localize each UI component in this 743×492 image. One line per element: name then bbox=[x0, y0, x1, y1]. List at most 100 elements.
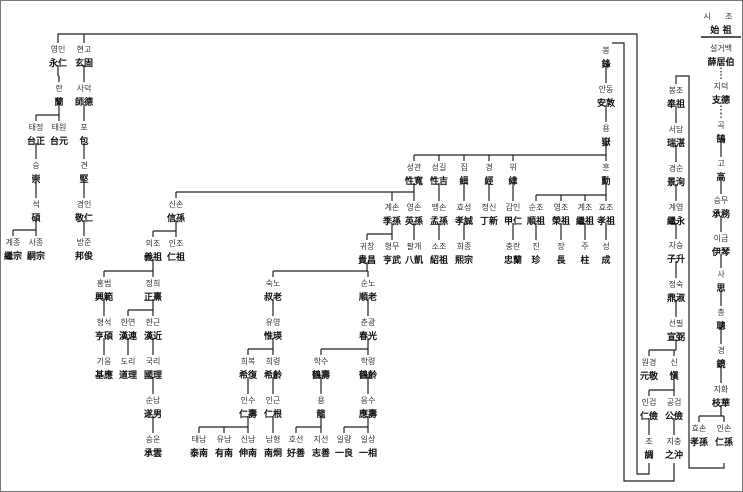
person-name-hangul: 정숙 bbox=[668, 280, 684, 289]
person-name-hanja: 元敬 bbox=[639, 372, 658, 382]
person-jihwa: 지화 枝華 bbox=[704, 383, 738, 411]
person-name-hangul: 홍범 bbox=[96, 279, 112, 288]
person-name-hangul: 경순 bbox=[668, 164, 684, 173]
person-seungun: 승운 承雲 bbox=[136, 433, 170, 461]
person-name-hanja: 榮祖 bbox=[551, 217, 570, 227]
person-name-hangul: 태남 bbox=[191, 435, 207, 444]
person-name-hangul: 한연 bbox=[120, 318, 136, 327]
person-uijo: 의조 義祖 bbox=[136, 237, 170, 265]
person-sajong: 사종 嗣宗 bbox=[19, 236, 53, 264]
person-gieung: 기응 基應 bbox=[87, 355, 121, 383]
person-gabin: 갑인 甲仁 bbox=[496, 201, 530, 229]
person-name-hangul: 희령 bbox=[265, 357, 281, 366]
person-name-hangul: 영조 bbox=[553, 203, 569, 212]
person-sunjo: 순조 順祖 bbox=[519, 201, 553, 229]
person-name-hangul: 봉조 bbox=[668, 86, 684, 95]
person-name-hanja: 師德 bbox=[74, 98, 93, 108]
progenitor-header: 시 조 始 祖 bbox=[701, 10, 741, 38]
person-name-hangul: 계손 bbox=[384, 203, 400, 212]
person-name-hanja: 鵠 bbox=[716, 135, 726, 145]
person-name-hanja: 性吉 bbox=[429, 177, 448, 187]
person-name-hangul: 희종 bbox=[456, 242, 472, 251]
person-name-hanja: 南炯 bbox=[263, 449, 282, 459]
person-wongyeong: 원경 元敬 bbox=[632, 356, 666, 384]
person-gyeson: 계손 季孫 bbox=[375, 201, 409, 229]
person-name-hanja: 枝華 bbox=[711, 399, 730, 409]
person-name-hangul: 용 bbox=[317, 396, 325, 405]
person-name-hanja: 正熹 bbox=[143, 293, 162, 303]
person-name-hangul: 서담 bbox=[668, 125, 684, 134]
person-taenam: 태남 泰南 bbox=[182, 433, 216, 461]
person-name-hangul: 학령 bbox=[360, 357, 376, 366]
person-name-hangul: 경 bbox=[485, 163, 493, 172]
person-palgae: 팔개 八凱 bbox=[397, 240, 431, 268]
person-igeum: 이금 伊琴 bbox=[704, 232, 738, 260]
person-name-hangul: 장 bbox=[557, 242, 565, 251]
person-name-hangul: 집 bbox=[460, 163, 468, 172]
person-name-hanja: 包 bbox=[79, 137, 89, 147]
person-name-hanja: 好善 bbox=[286, 449, 305, 459]
person-name-hanja: 孝孫 bbox=[689, 438, 708, 448]
person-chungwang: 춘광 春光 bbox=[351, 316, 385, 344]
person-name-hanja: 仁祖 bbox=[166, 253, 185, 263]
person-name-hangul: 위 bbox=[509, 163, 517, 172]
person-name-hanja: 蘭 bbox=[54, 98, 64, 108]
person-name-hanja: 孟孫 bbox=[429, 217, 448, 227]
person-huijong: 희종 熙宗 bbox=[447, 240, 481, 268]
person-name-hangul: 고 bbox=[717, 159, 725, 168]
person-name-hanja: 玄固 bbox=[74, 59, 93, 69]
link-inson-to-bongjo bbox=[675, 75, 725, 469]
person-name-hangul: 경인 bbox=[76, 200, 92, 209]
person-name-hangul: 지선 bbox=[313, 435, 329, 444]
person-name-hangul: 곡 bbox=[717, 121, 725, 130]
person-sinnam: 신남 伸南 bbox=[231, 433, 265, 461]
person-name-hanja: 有南 bbox=[214, 449, 233, 459]
link-jo-to-yeongin bbox=[57, 33, 650, 475]
person-sunno: 순노 順老 bbox=[351, 277, 385, 305]
person-name-hanja: 台元 bbox=[49, 137, 68, 147]
person-name-hanja: 高 bbox=[716, 173, 726, 183]
person-name-hanja: 漢近 bbox=[143, 332, 162, 342]
person-name-hanja: 鼎淑 bbox=[666, 294, 685, 304]
person-name-hanja: 承務 bbox=[711, 210, 730, 220]
person-name-hanja: 成 bbox=[601, 256, 611, 266]
person-name-hangul: 남형 bbox=[265, 435, 281, 444]
person-name-hangul: 현고 bbox=[76, 45, 92, 54]
person-seonggwan: 성관 性寬 bbox=[397, 161, 431, 189]
person-ingeom: 인검 仁儉 bbox=[632, 396, 666, 424]
person-name-hanja: 嶽 bbox=[601, 138, 611, 148]
person-name-hanja: 遂男 bbox=[143, 410, 162, 420]
person-name-hangul: 총 bbox=[717, 308, 725, 317]
person-sunnam: 순남 遂男 bbox=[136, 394, 170, 422]
person-haksu: 학수 鶴壽 bbox=[304, 355, 338, 383]
person-name-hangul: 도리 bbox=[120, 357, 136, 366]
person-dori: 도리 道理 bbox=[111, 355, 145, 383]
person-jideok: 지덕 支德 bbox=[704, 80, 738, 108]
person-name-hangul: 학수 bbox=[313, 357, 329, 366]
person-name-hanja: 興範 bbox=[94, 293, 113, 303]
person-name-hanja: 薛居伯 bbox=[707, 58, 735, 68]
person-name-hanja: 崇 bbox=[31, 175, 41, 185]
person-name-hangul: 사 bbox=[717, 270, 725, 279]
person-eungsu: 응수 應壽 bbox=[351, 394, 385, 422]
person-ingeun: 인근 仁根 bbox=[256, 394, 290, 422]
person-name-hangul: 훈 bbox=[602, 163, 610, 172]
person-name-hanja: 春光 bbox=[358, 332, 377, 342]
person-name-hanja: 瑞湛 bbox=[666, 139, 685, 149]
person-name-hangul: 인근 bbox=[265, 396, 281, 405]
person-name-hangul: 인수 bbox=[240, 396, 256, 405]
person-name-hangul: 공검 bbox=[666, 398, 682, 407]
person-name-hangul: 응수 bbox=[360, 396, 376, 405]
person-name-hanja: 公儉 bbox=[664, 412, 683, 422]
person-name-hanja: 柱 bbox=[580, 256, 590, 266]
person-name-hangul: 의조 bbox=[145, 239, 161, 248]
person-name-hanja: 道理 bbox=[118, 371, 137, 381]
person-name-hangul: 원경 bbox=[641, 358, 657, 367]
